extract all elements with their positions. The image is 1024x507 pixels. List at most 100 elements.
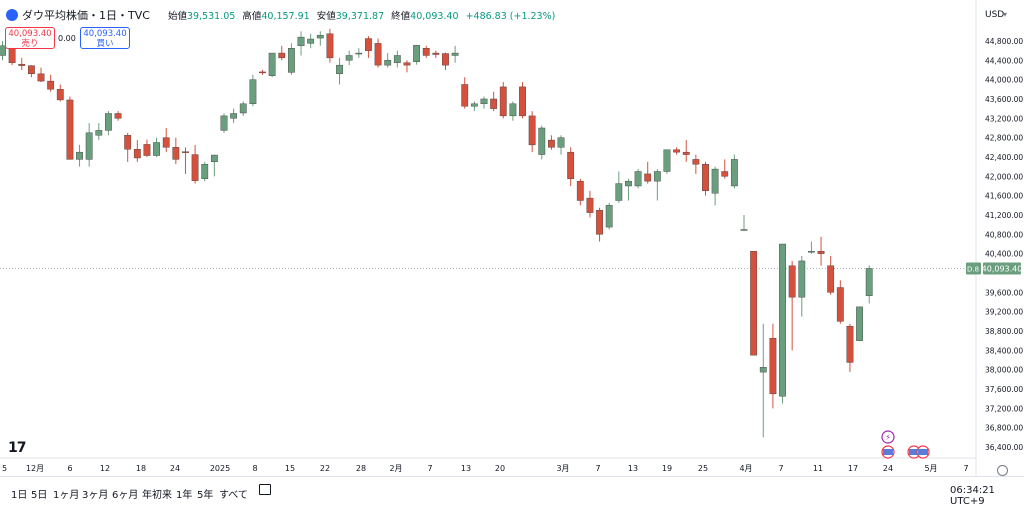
time-tick-label: 18 — [136, 464, 146, 473]
candle-body — [490, 98, 498, 109]
candle-body — [605, 205, 613, 228]
range-ytd-button[interactable]: 年初来 — [142, 490, 172, 501]
low-value: 39,371.87 — [335, 11, 385, 22]
time-tick-label: 3月 — [556, 464, 569, 473]
price-tick-label: 36,800.00 — [985, 424, 1023, 433]
range-1m-button[interactable]: 1ヶ月 — [53, 490, 80, 501]
candle-body — [808, 251, 815, 253]
price-tick-label: 38,800.00 — [985, 327, 1023, 336]
price-tick-label: 44,800.00 — [985, 37, 1023, 46]
currency-selector[interactable]: USD — [985, 10, 1005, 20]
symbol-logo-icon — [6, 9, 18, 21]
candle-body — [769, 338, 777, 395]
candle-body — [644, 173, 652, 182]
candle-body — [374, 43, 382, 66]
candle-body — [201, 164, 209, 179]
candle-body — [509, 103, 517, 117]
candle-body — [567, 151, 575, 179]
symbol-title[interactable]: ダウ平均株価・1日・TVC — [22, 9, 150, 22]
price-tick-label: 41,200.00 — [985, 211, 1023, 220]
open-value: 39,531.05 — [186, 11, 236, 22]
candle-body — [750, 251, 758, 356]
candle-body — [37, 73, 45, 82]
time-tick-label: 7 — [595, 464, 600, 473]
range-5d-button[interactable]: 5日 — [31, 490, 48, 501]
price-scale-labels: 44,800.00 44,400.00 44,000.00 43,600.00 43,2… — [985, 37, 1023, 452]
candle-body — [538, 127, 546, 155]
price-tick-label: 42,000.00 — [985, 172, 1023, 181]
sell-price: 40,093.40 — [8, 29, 52, 39]
us-flag-stripes-icon — [918, 449, 928, 455]
candle-body — [403, 62, 411, 66]
range-3m-button[interactable]: 3ヶ月 — [82, 490, 109, 501]
dividend-event-icon[interactable] — [881, 430, 895, 444]
time-tick-label: 2025 — [210, 464, 230, 473]
candle-body — [307, 38, 315, 44]
us-flag-stripes-icon — [883, 449, 893, 455]
time-tick-label: 8 — [252, 464, 257, 473]
candle-body — [47, 80, 55, 90]
price-tick-label: 36,400.00 — [985, 443, 1023, 452]
candle-body — [133, 149, 141, 159]
candle-body — [384, 60, 392, 66]
buy-price: 40,093.40 — [83, 29, 127, 39]
price-tick-label: 43,600.00 — [985, 95, 1023, 104]
sell-label: 売り — [21, 39, 39, 49]
range-1y-button[interactable]: 1年 — [176, 490, 193, 501]
candle-body — [182, 151, 189, 153]
candle-body — [239, 103, 247, 114]
price-tick-label: 42,400.00 — [985, 153, 1023, 162]
candle-body — [413, 45, 420, 62]
candle-body — [422, 48, 430, 56]
candle-body — [172, 147, 180, 160]
time-axis-labels: 5 12月 6 12 18 24 2025 8 15 22 28 2月 7 13 20 3月 7 13 19 25 4月… — [2, 464, 969, 473]
buy-label: 買い — [96, 39, 114, 49]
candle-body — [451, 52, 459, 56]
close-value: 40,093.40 — [410, 11, 459, 22]
candle-body — [27, 65, 35, 75]
price-tick-label: 44,400.00 — [985, 56, 1023, 65]
candle-body — [259, 71, 266, 74]
candles-group — [0, 28, 873, 438]
candle-body — [798, 260, 806, 298]
low-label: 安値 — [316, 11, 336, 22]
time-tick-label: 6 — [67, 464, 72, 473]
bottom-toolbar: 1日 5日 1ヶ月 3ヶ月 6ヶ月 年初来 1年 5年 すべて — [0, 476, 1024, 506]
range-all-button[interactable]: すべて — [219, 490, 248, 501]
candle-body — [663, 149, 671, 172]
candle-body — [288, 48, 295, 73]
candle-body — [268, 52, 276, 76]
sell-button[interactable]: 40,093.40 売り — [5, 27, 55, 49]
candle-body — [730, 159, 738, 187]
time-tick-label: 12月 — [26, 464, 44, 473]
price-tick-label: 39,200.00 — [985, 308, 1023, 317]
candle-body — [76, 151, 83, 160]
candle-body — [528, 115, 536, 146]
time-tick-label: 7 — [963, 464, 968, 473]
candle-body — [865, 268, 873, 296]
chevron-down-icon[interactable]: ▾ — [1003, 10, 1008, 19]
high-label: 高値 — [242, 11, 262, 22]
candle-body — [18, 63, 26, 66]
candle-body — [615, 183, 623, 201]
candle-body — [461, 84, 469, 107]
calendar-icon[interactable] — [259, 484, 271, 495]
time-tick-label: 28 — [356, 464, 366, 473]
candle-body — [653, 171, 661, 182]
gear-icon[interactable] — [997, 465, 1008, 476]
high-value: 40,157.91 — [261, 11, 310, 22]
time-tick-label: 24 — [170, 464, 180, 473]
candle-body — [759, 367, 767, 373]
event-markers[interactable]: ⚡ — [881, 430, 930, 459]
candle-body — [191, 154, 199, 181]
tradingview-logo[interactable]: 17 — [8, 440, 27, 456]
range-5y-button[interactable]: 5年 — [197, 490, 214, 501]
spread-value: 0.00 — [58, 34, 76, 43]
buy-button[interactable]: 40,093.40 買い — [80, 27, 130, 49]
range-1d-button[interactable]: 1日 — [11, 490, 28, 501]
time-tick-label: 7 — [778, 464, 783, 473]
range-6m-button[interactable]: 6ヶ月 — [112, 490, 139, 501]
us-flag-stripes-icon — [909, 449, 919, 455]
candle-body — [326, 33, 334, 59]
